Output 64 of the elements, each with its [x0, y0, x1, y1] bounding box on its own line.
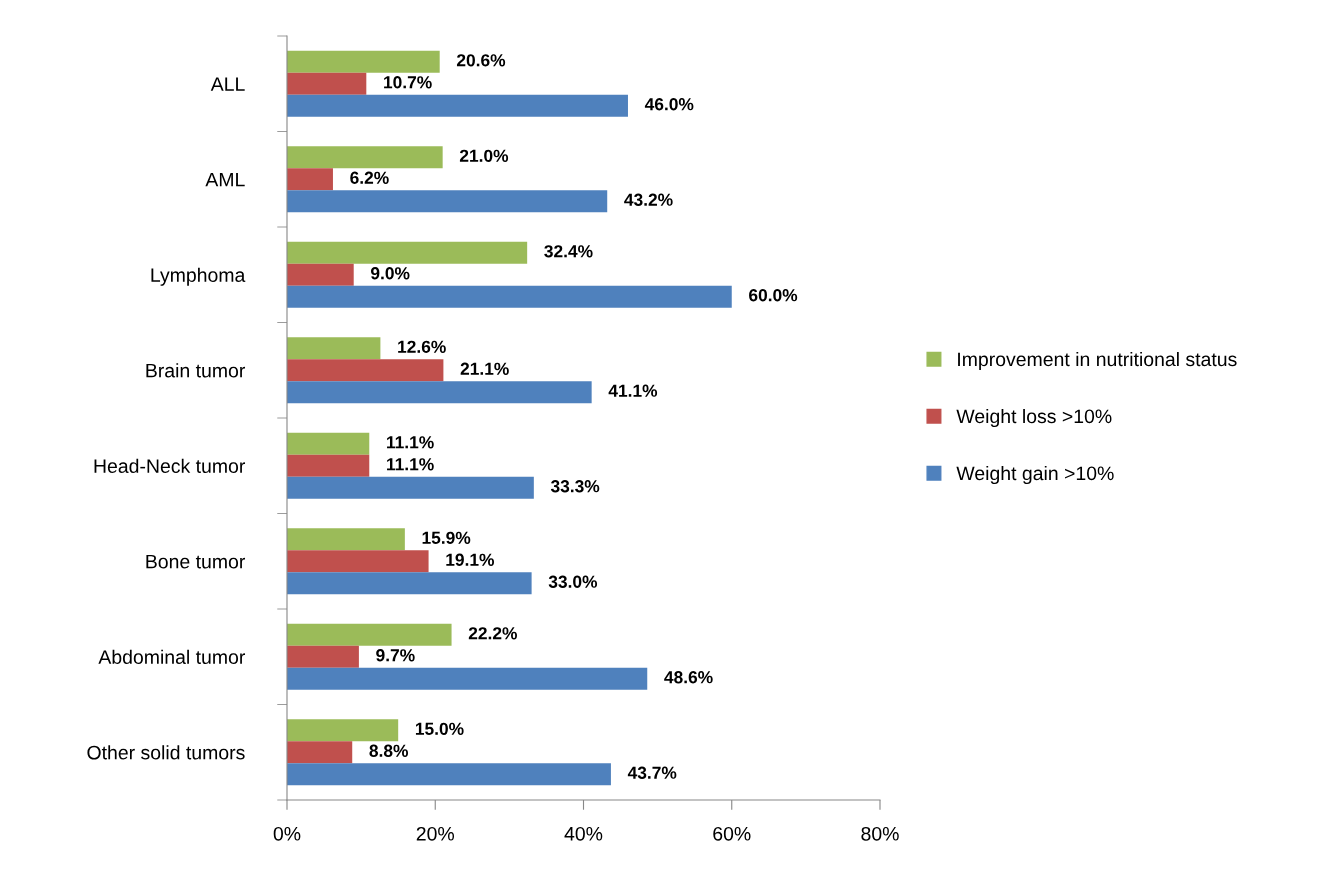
- data-label: 11.1%: [387, 458, 434, 471]
- data-label: 33.0%: [548, 575, 598, 588]
- bar: [287, 741, 353, 764]
- data-label: 15.0%: [415, 722, 464, 735]
- bar: [287, 359, 444, 382]
- legend-label: Improvement in nutritional status: [958, 351, 1237, 371]
- y-tick-label: Lymphoma: [151, 267, 246, 286]
- bar: [287, 645, 359, 668]
- data-label: 9.7%: [376, 649, 415, 662]
- data-label: 8.8%: [369, 744, 409, 757]
- bar: [287, 50, 440, 73]
- data-label: 21.1%: [460, 362, 509, 375]
- x-tick-label: 80%: [861, 826, 899, 841]
- data-label: 15.9%: [422, 531, 471, 544]
- y-tick-label: Bone tumor: [146, 554, 246, 569]
- data-label: 22.2%: [468, 627, 517, 640]
- data-label: 9.0%: [370, 267, 410, 280]
- y-tick-label: AML: [205, 172, 245, 187]
- bar: [287, 168, 333, 191]
- data-label: 12.6%: [398, 340, 446, 353]
- y-tick-label: Brain tumor: [146, 363, 246, 378]
- data-label: 46.0%: [644, 98, 694, 111]
- x-tick-label: 60%: [713, 826, 751, 841]
- bar: [287, 476, 534, 499]
- bar: [287, 528, 405, 551]
- y-tick-label: Abdominal tumor: [98, 649, 246, 664]
- x-tick-label: 20%: [416, 826, 455, 841]
- data-label: 48.6%: [664, 671, 713, 684]
- data-label: 20.6%: [456, 54, 506, 67]
- legend-label: Weight loss >10%: [956, 408, 1112, 428]
- bar: [287, 146, 443, 169]
- x-tick-label: 40%: [564, 826, 603, 841]
- data-label: 10.7%: [384, 76, 432, 89]
- bar: [287, 285, 732, 308]
- data-label: 33.3%: [550, 480, 600, 493]
- data-label: 21.0%: [459, 149, 509, 162]
- bar: [287, 381, 592, 404]
- data-label: 6.2%: [350, 171, 389, 184]
- y-tick-label: Head-Neck tumor: [94, 458, 246, 473]
- legend-label: Weight gain >10%: [956, 465, 1114, 485]
- bar: [287, 719, 399, 742]
- y-tick-label: ALL: [210, 77, 245, 91]
- bar: [287, 432, 370, 455]
- data-label: 32.4%: [544, 245, 593, 258]
- bar: [287, 667, 648, 690]
- bar: [287, 241, 528, 264]
- data-label: 19.1%: [446, 553, 495, 566]
- data-label: 41.1%: [608, 384, 658, 397]
- bar: [287, 94, 628, 117]
- bar: [287, 337, 381, 360]
- bar: [287, 763, 611, 786]
- x-tick-label: 0%: [273, 826, 301, 841]
- bar: [287, 572, 532, 595]
- data-label: 43.2%: [624, 193, 673, 206]
- bar: [287, 454, 370, 477]
- bar: [287, 190, 608, 213]
- bar: [287, 263, 354, 286]
- y-tick-label: Other solid tumors: [87, 745, 245, 760]
- data-label: 60.0%: [749, 289, 798, 302]
- bar: [287, 623, 452, 646]
- bar: [287, 550, 429, 573]
- data-label: 43.7%: [627, 766, 677, 779]
- bar: [287, 72, 367, 95]
- data-label: 11.1%: [387, 436, 434, 449]
